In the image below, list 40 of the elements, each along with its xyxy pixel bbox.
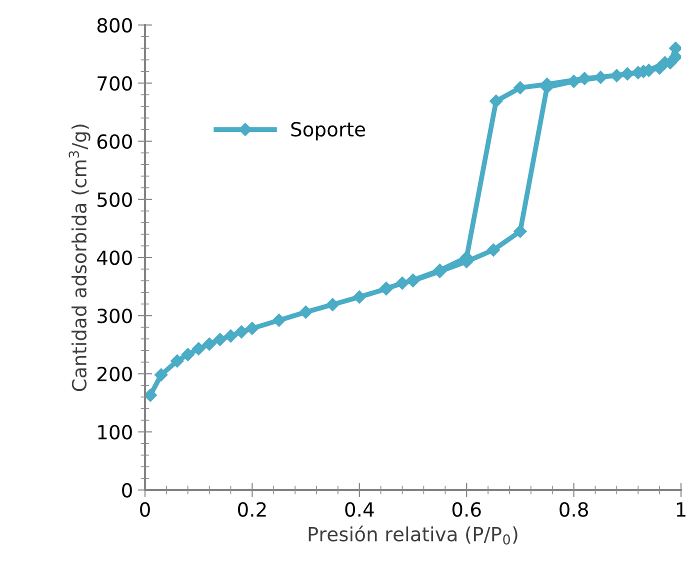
point (154, 368, 168, 382)
x-tick-label: 1 (676, 502, 686, 517)
point (170, 354, 184, 368)
point (326, 298, 340, 312)
point (514, 81, 527, 94)
point (594, 70, 608, 84)
x-tick-label: 0.2 (238, 502, 266, 517)
y-tick-label: 700 (98, 76, 132, 91)
point (224, 329, 238, 343)
point (620, 67, 634, 80)
y-tick-label: 800 (97, 18, 132, 33)
point (202, 338, 216, 351)
x-tick-label: 0.6 (452, 502, 481, 517)
y-tick-label: 0 (122, 482, 132, 498)
point (192, 342, 206, 356)
point (352, 290, 366, 304)
x-tick-label: 0.4 (345, 502, 374, 517)
y-tick-label: 100 (98, 424, 132, 440)
point (181, 348, 194, 362)
x-axis-title: Presión relativa (P/P$_{0}$) (308, 526, 518, 545)
point (246, 322, 259, 335)
point (486, 243, 500, 257)
point (213, 332, 227, 346)
y-tick-label: 500 (98, 192, 132, 208)
x-tick-label: 0.8 (560, 502, 588, 517)
legend-label: Soporte (291, 122, 366, 140)
y-tick-label: 400 (97, 250, 132, 266)
y-tick-label: 200 (98, 366, 132, 382)
y-tick-label: 300 (98, 308, 132, 324)
point (396, 276, 409, 290)
point (489, 94, 503, 108)
point (299, 306, 312, 319)
y-axis-title: Cantidad adsorbida (cm$^{3}$/g) (68, 124, 90, 392)
x-tick-label: 0 (140, 502, 150, 517)
point (272, 314, 286, 327)
y-tick-label: 600 (97, 134, 132, 149)
point (610, 68, 624, 82)
point (514, 224, 527, 238)
point (145, 388, 157, 402)
point (234, 325, 248, 338)
